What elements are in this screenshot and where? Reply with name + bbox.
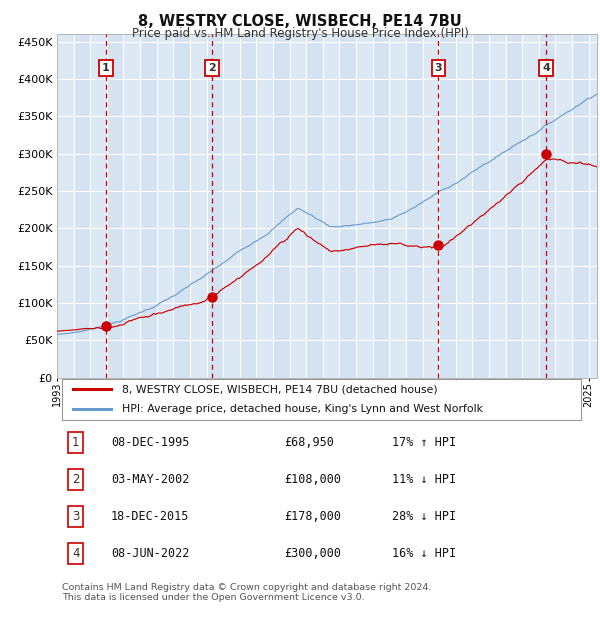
Bar [556, 34, 572, 378]
Bar [356, 34, 373, 378]
Text: 2: 2 [72, 473, 80, 486]
Text: 2: 2 [208, 63, 216, 73]
Bar [90, 34, 107, 378]
Text: £108,000: £108,000 [284, 473, 341, 486]
Text: 08-JUN-2022: 08-JUN-2022 [111, 547, 190, 560]
Text: HPI: Average price, detached house, King's Lynn and West Norfolk: HPI: Average price, detached house, King… [122, 404, 483, 414]
Bar [107, 34, 124, 378]
Bar [173, 34, 190, 378]
Bar [572, 34, 589, 378]
Bar [472, 34, 489, 378]
Bar [539, 34, 556, 378]
Text: 3: 3 [72, 510, 80, 523]
Text: 3: 3 [434, 63, 442, 73]
Bar [389, 34, 406, 378]
Bar [140, 34, 157, 378]
Bar [256, 34, 273, 378]
Text: 16% ↓ HPI: 16% ↓ HPI [392, 547, 456, 560]
Text: 28% ↓ HPI: 28% ↓ HPI [392, 510, 456, 523]
Text: 18-DEC-2015: 18-DEC-2015 [111, 510, 190, 523]
Text: 8, WESTRY CLOSE, WISBECH, PE14 7BU (detached house): 8, WESTRY CLOSE, WISBECH, PE14 7BU (deta… [122, 384, 437, 394]
Bar [57, 34, 74, 378]
Bar [74, 34, 90, 378]
Bar [456, 34, 472, 378]
Text: 17% ↑ HPI: 17% ↑ HPI [392, 436, 456, 449]
Bar [290, 34, 306, 378]
Text: 1: 1 [102, 63, 110, 73]
Text: 4: 4 [542, 63, 550, 73]
Text: £300,000: £300,000 [284, 547, 341, 560]
Text: 1: 1 [72, 436, 80, 449]
Bar [373, 34, 389, 378]
Bar [124, 34, 140, 378]
Bar [206, 34, 223, 378]
Text: Price paid vs. HM Land Registry's House Price Index (HPI): Price paid vs. HM Land Registry's House … [131, 27, 469, 40]
Bar [439, 34, 456, 378]
Bar [240, 34, 256, 378]
Text: 4: 4 [72, 547, 80, 560]
Bar [323, 34, 340, 378]
Text: Contains HM Land Registry data © Crown copyright and database right 2024.
This d: Contains HM Land Registry data © Crown c… [62, 583, 432, 602]
Bar [506, 34, 522, 378]
FancyBboxPatch shape [62, 379, 581, 420]
Text: 11% ↓ HPI: 11% ↓ HPI [392, 473, 456, 486]
Bar [522, 34, 539, 378]
Bar [157, 34, 173, 378]
Bar [306, 34, 323, 378]
Bar [589, 34, 600, 378]
Bar [190, 34, 206, 378]
Bar [406, 34, 422, 378]
Bar [273, 34, 290, 378]
Bar [223, 34, 240, 378]
Bar [340, 34, 356, 378]
Text: 08-DEC-1995: 08-DEC-1995 [111, 436, 190, 449]
Bar [489, 34, 506, 378]
Text: 8, WESTRY CLOSE, WISBECH, PE14 7BU: 8, WESTRY CLOSE, WISBECH, PE14 7BU [138, 14, 462, 29]
Text: 03-MAY-2002: 03-MAY-2002 [111, 473, 190, 486]
Bar [422, 34, 439, 378]
Text: £178,000: £178,000 [284, 510, 341, 523]
Text: £68,950: £68,950 [284, 436, 334, 449]
